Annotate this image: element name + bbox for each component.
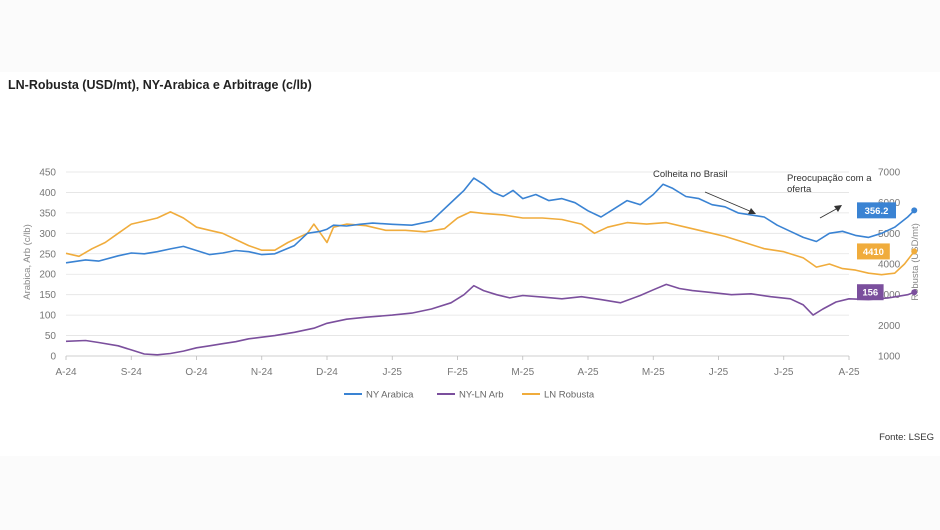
annotation-arrow-preocupacao <box>819 207 839 219</box>
right-tick-label: 2000 <box>878 321 901 332</box>
series-end-marker <box>911 248 918 255</box>
left-tick-label: 400 <box>39 188 56 199</box>
legend-label: NY-LN Arb <box>459 390 504 401</box>
x-tick-label: M-25 <box>642 367 665 378</box>
x-tick-label: F-25 <box>447 367 468 378</box>
right-tick-label: 3000 <box>878 290 901 301</box>
annotation-arrow-colheita <box>704 191 753 213</box>
grid <box>66 171 849 357</box>
series-end-marker <box>911 207 918 214</box>
series-line-ny-arabica <box>65 177 915 264</box>
x-axis-ticks: A-24 S-24 O-24 N-24 D-24 J-25 F-25 M-25 A-25 M-25… <box>55 356 860 378</box>
left-tick-label: 100 <box>39 311 56 322</box>
annotation-colheita: Colheita no Brasil <box>653 169 727 180</box>
end-value-badge <box>857 243 890 260</box>
left-axis-title: Arabica, Arb (c/lb) <box>22 224 33 300</box>
x-tick-label: A-25 <box>838 367 860 378</box>
series-line-ln-robusta <box>65 211 915 276</box>
x-tick-label: J-25 <box>774 367 794 378</box>
annotations: Colheita no Brasil Preocupação com a ofe… <box>653 169 872 219</box>
source-label: Fonte: LSEG <box>879 432 934 443</box>
right-tick-label: 7000 <box>878 168 901 179</box>
legend-label: NY Arabica <box>366 390 414 401</box>
left-tick-label: 250 <box>39 249 56 260</box>
bottom-band <box>0 456 940 530</box>
left-tick-label: 150 <box>39 290 56 301</box>
left-tick-label: 200 <box>39 270 56 281</box>
x-tick-label: A-24 <box>55 367 77 378</box>
x-tick-label: S-24 <box>121 367 143 378</box>
left-tick-label: 0 <box>50 352 56 363</box>
legend-label: LN Robusta <box>544 390 595 401</box>
annotation-arrowhead-colheita <box>748 208 756 214</box>
right-tick-label: 1000 <box>878 352 901 363</box>
x-tick-label: J-25 <box>709 367 729 378</box>
left-tick-label: 450 <box>39 168 56 179</box>
chart-title: LN-Robusta (USD/mt), NY-Arabica e Arbitr… <box>8 78 312 92</box>
annotation-preocupacao-line1: Preocupação com a <box>787 173 872 184</box>
end-value-label: 156 <box>862 288 878 299</box>
x-tick-label: M-25 <box>511 367 534 378</box>
annotation-preocupacao-line2: oferta <box>787 184 812 195</box>
x-tick-label: N-24 <box>251 367 273 378</box>
x-tick-label: A-25 <box>577 367 599 378</box>
left-tick-label: 350 <box>39 208 56 219</box>
x-tick-label: D-24 <box>316 367 338 378</box>
x-tick-label: J-25 <box>383 367 403 378</box>
right-tick-label: 4000 <box>878 260 901 271</box>
end-value-badges: 4410 156 356.2 <box>857 202 896 301</box>
series-end-marker <box>911 289 918 296</box>
end-value-label: 4410 <box>863 247 884 258</box>
series-group <box>65 177 918 356</box>
right-axis-title: Robusta (USD/mt) <box>910 223 921 301</box>
end-value-label: 356.2 <box>865 206 889 217</box>
series-line-ny-ln-arb <box>65 283 915 356</box>
x-tick-label: O-24 <box>185 367 208 378</box>
left-tick-label: 300 <box>39 229 56 240</box>
annotation-arrowhead-preocupacao <box>834 205 842 212</box>
left-tick-label: 50 <box>45 331 57 342</box>
top-band <box>0 0 940 72</box>
end-value-badge <box>857 202 896 219</box>
right-tick-label: 5000 <box>878 229 901 240</box>
legend: NY Arabica NY-LN Arb LN Robusta <box>344 390 595 401</box>
end-value-badge <box>857 284 884 301</box>
right-axis-ticks: 1000200030004000500060007000 <box>878 168 901 363</box>
left-axis-ticks: 0 50 100 150 200 250 300 350 400 450 <box>39 168 56 363</box>
